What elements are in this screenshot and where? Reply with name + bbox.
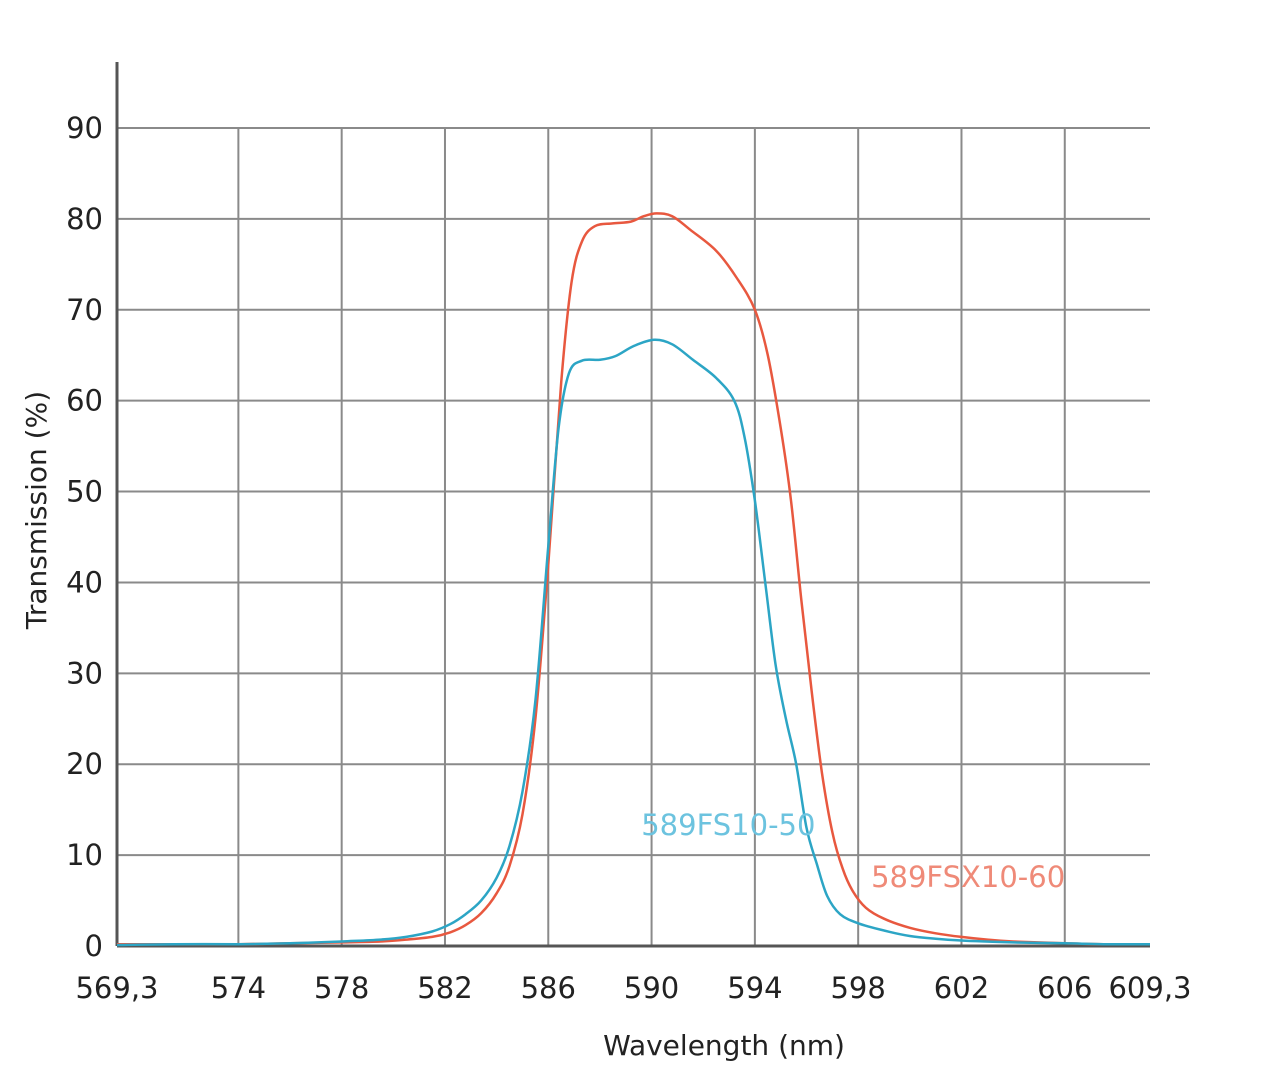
y-axis-title: Transmission (%) — [20, 391, 53, 630]
y-tick-label: 0 — [85, 929, 103, 963]
x-tick-label: 574 — [211, 971, 266, 1005]
y-tick-label: 50 — [66, 475, 103, 509]
series-label-589fs10-50: 589FS10-50 — [641, 808, 815, 842]
x-tick-label: 598 — [830, 971, 885, 1005]
y-tick-label: 20 — [66, 747, 103, 781]
y-tick-label: 90 — [66, 111, 103, 145]
series-labels: 589FSX10-60 589FS10-50 — [641, 808, 1065, 894]
x-tick-label: 602 — [934, 971, 989, 1005]
series-line-589fs10-50 — [116, 338, 1151, 947]
x-tick-label: 586 — [521, 971, 576, 1005]
x-tick-label: 606 — [1037, 971, 1092, 1005]
y-tick-label: 30 — [66, 656, 103, 690]
x-tick-label: 594 — [727, 971, 782, 1005]
axes — [115, 62, 1150, 948]
series-line-589fsx10-60 — [117, 212, 1151, 946]
series-label-589fsx10-60: 589FSX10-60 — [871, 860, 1065, 894]
y-tick-label: 60 — [66, 384, 103, 418]
x-axis-title: Wavelength (nm) — [603, 1029, 845, 1062]
gridlines — [117, 127, 1150, 946]
x-tick-label: 590 — [624, 971, 679, 1005]
x-tick-label: 578 — [314, 971, 369, 1005]
y-tick-label: 40 — [66, 565, 103, 599]
x-tick-label: 609,3 — [1108, 971, 1191, 1005]
tick-labels: 0 10 20 30 40 50 60 70 80 90 569,3 574 578 582 586 590 5… — [66, 111, 1191, 1005]
series-lines — [116, 212, 1151, 947]
y-tick-label: 80 — [66, 202, 103, 236]
y-tick-label: 10 — [66, 838, 103, 872]
y-tick-label: 70 — [66, 293, 103, 327]
x-tick-label: 569,3 — [75, 971, 158, 1005]
x-tick-label: 582 — [417, 971, 472, 1005]
